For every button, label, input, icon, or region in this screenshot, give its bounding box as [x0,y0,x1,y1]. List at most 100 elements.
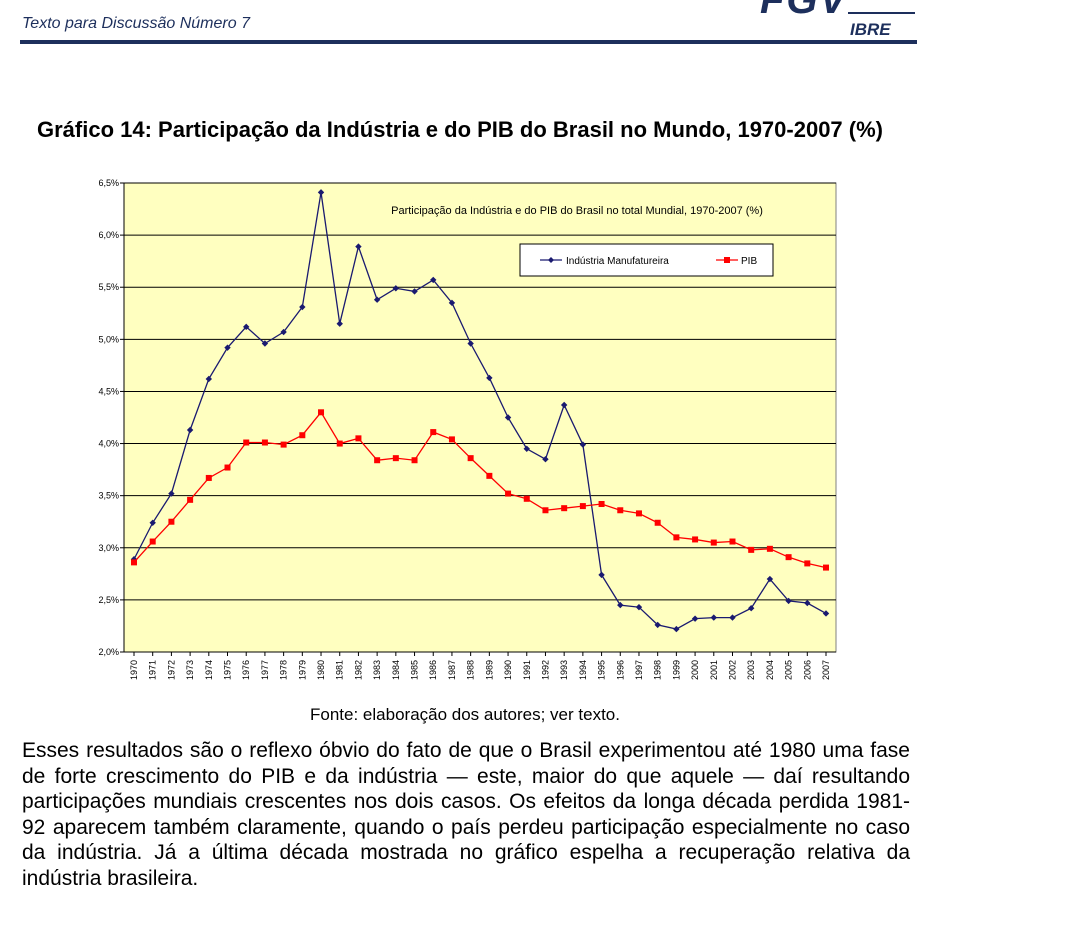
y-tick-label: 4,0% [98,439,119,449]
pib-point [823,564,829,571]
pib-point [729,538,736,545]
x-tick-label: 2007 [821,660,831,680]
pib-point [710,539,717,546]
pib-point [261,439,268,446]
industria-point [785,597,792,605]
pib-point [635,510,642,517]
industria-point [299,303,306,311]
pib-point [579,503,586,510]
industria-point [673,625,680,633]
x-tick-label: 1991 [522,660,532,680]
pib-point [280,441,287,448]
industria-point [710,614,717,621]
pib-point [430,429,437,436]
y-tick-label: 2,5% [98,595,119,605]
industria-point [317,189,325,196]
industria-point [467,340,474,347]
industria-point [635,603,643,611]
industria-point [243,323,250,331]
pib-point [131,559,137,566]
pib-point [598,501,605,508]
industria-point [766,575,774,583]
pib-point [448,436,455,443]
industria-point [355,243,362,250]
x-tick-label: 1988 [466,660,476,680]
industria-point [336,320,343,327]
x-tick-label: 1983 [372,660,382,680]
pib-point [299,432,306,439]
x-tick-label: 2000 [690,660,700,680]
industria-point [261,340,269,347]
industria-point [598,571,605,579]
chart-inner-title: Participação da Indústria e do PIB do Br… [391,205,763,217]
pib-point [467,455,474,462]
y-tick-label: 3,0% [98,543,119,553]
ibre-logo: IBRE [850,20,891,39]
x-tick-label: 1986 [428,660,438,680]
industria-point [617,601,624,609]
industria-point [747,605,755,612]
y-tick-label: 5,0% [98,334,119,344]
pib-point [392,455,399,462]
figure-title: Gráfico 14: Participação da Indústria e … [37,117,883,142]
pib-point [355,435,362,442]
y-tick-label: 6,5% [98,178,119,188]
x-tick-label: 1975 [223,660,233,680]
industria-point [430,276,437,284]
industria-point [691,615,699,622]
industria-point [523,445,530,452]
industria-point [486,374,493,382]
x-tick-label: 1976 [241,660,251,680]
industria-point [411,288,418,295]
logo-divider [848,12,915,14]
x-tick-label: 2005 [784,660,794,680]
x-tick-label: 1980 [316,660,326,680]
pib-point [411,457,418,464]
industria-point [448,299,456,307]
body-paragraph: Esses resultados são o reflexo óbvio do … [22,739,910,890]
industria-point [280,328,287,336]
pib-point [542,507,549,514]
industria-point [560,401,568,409]
x-tick-label: 2002 [727,660,737,680]
header-rule [20,40,917,44]
industria-point [373,296,381,303]
pib-point [149,538,156,545]
pib-point [692,536,699,543]
x-tick-label: 1997 [634,660,644,680]
industria-point [822,610,830,617]
pib-point [617,507,624,514]
fgv-logo: FGV [760,0,849,22]
industria-point [542,455,549,463]
industria-point [392,285,400,292]
y-tick-label: 3,5% [98,491,119,501]
industria-point [168,490,175,497]
pib-point [748,546,755,553]
industria-point [504,414,512,421]
x-tick-label: 1996 [615,660,625,680]
x-tick-label: 1977 [260,660,270,680]
y-tick-label: 5,5% [98,282,119,292]
pib-point [766,545,773,552]
legend-label-industria: Indústria Manufatureira [566,256,669,267]
industria-point [186,426,194,434]
pib-point [374,457,381,464]
x-tick-label: 1998 [653,660,663,680]
x-tick-label: 1985 [410,660,420,680]
x-tick-label: 1971 [148,660,158,680]
x-tick-label: 1993 [559,660,569,680]
x-tick-label: 1972 [166,660,176,680]
pib-point [224,464,231,471]
pib-point [673,534,680,541]
x-tick-label: 2001 [709,660,719,680]
pib-point [318,409,325,416]
y-tick-label: 6,0% [98,230,119,240]
pib-point [561,505,568,512]
pib-point [187,496,194,503]
industria-point [804,599,811,607]
y-tick-label: 4,5% [98,386,119,396]
industria-point [579,441,587,448]
document-series-title: Texto para Discussão Número 7 [22,15,250,32]
figure-source: Fonte: elaboração dos autores; ver texto… [310,705,620,724]
industria-point [729,614,736,621]
